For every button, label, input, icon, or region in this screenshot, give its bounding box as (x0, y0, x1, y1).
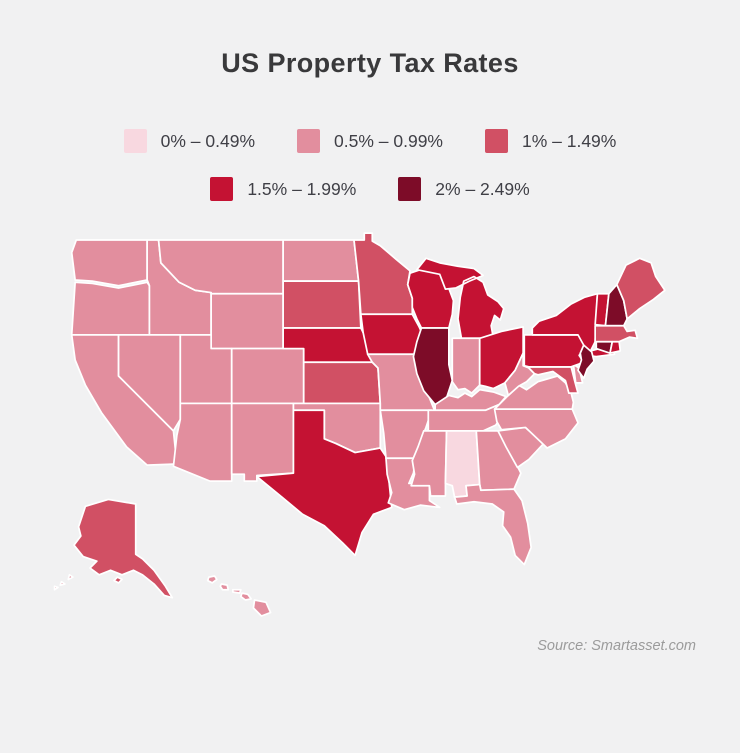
legend-label: 0% – 0.49% (160, 130, 256, 151)
alaska-inset (53, 498, 174, 599)
legend-item-1-1.49: 1% – 1.49% (484, 129, 617, 153)
state-NV (117, 334, 182, 432)
state-CO (230, 347, 305, 405)
legend-item-0-0.49: 0% – 0.49% (123, 129, 256, 153)
state-TX (255, 409, 393, 557)
state-MD (527, 366, 579, 394)
state-SD (282, 280, 362, 329)
state-MA (594, 324, 639, 343)
legend-label: 1.5% – 1.99% (247, 178, 357, 199)
legend-swatch (484, 129, 508, 153)
state-MN (353, 232, 414, 316)
state-WA (70, 239, 148, 287)
legend-swatch (297, 129, 321, 153)
legend-label: 1% – 1.49% (521, 130, 617, 151)
hawaii-inset (206, 575, 272, 617)
legend-swatch (210, 177, 234, 201)
legend-label: 0.5% – 0.99% (334, 130, 443, 151)
legend-item-0.5-0.99: 0.5% – 0.99% (297, 129, 443, 153)
legend-swatch (398, 177, 422, 201)
state-AZ (172, 402, 233, 482)
state-ME (615, 257, 666, 320)
state-OR (70, 281, 151, 336)
legend-item-1.5-1.99: 1.5% – 1.99% (210, 177, 356, 201)
state-DE (572, 363, 584, 384)
page-title: US Property Tax Rates (221, 48, 519, 78)
legend-item-2-2.49: 2% – 2.49% (398, 177, 530, 201)
state-RI (609, 340, 622, 354)
state-IN (451, 337, 481, 394)
state-WY (210, 292, 284, 350)
state-HI (206, 575, 272, 617)
legend: 0% – 0.49% 0.5% – 0.99% 1% – 1.49% 1.5% – … (0, 129, 740, 201)
contiguous-states (70, 232, 666, 566)
state-NJ (577, 344, 595, 380)
map-container (0, 232, 740, 632)
state-MI (416, 257, 505, 340)
state-PA (523, 334, 587, 368)
state-ND (282, 239, 360, 282)
state-NM (230, 402, 295, 482)
state-NC (493, 408, 579, 449)
legend-row-1: 0% – 0.49% 0.5% – 0.99% 1% – 1.49% (0, 129, 740, 153)
legend-swatch (123, 129, 147, 153)
source-attribution: Source: Smartasset.com (537, 638, 696, 654)
state-AK (53, 498, 174, 599)
state-KS (302, 361, 382, 405)
legend-label: 2% – 2.49% (435, 178, 530, 199)
us-choropleth-map (53, 232, 666, 617)
state-FL (453, 483, 532, 566)
legend-row-2: 1.5% – 1.99% 2% – 2.49% (0, 177, 740, 201)
